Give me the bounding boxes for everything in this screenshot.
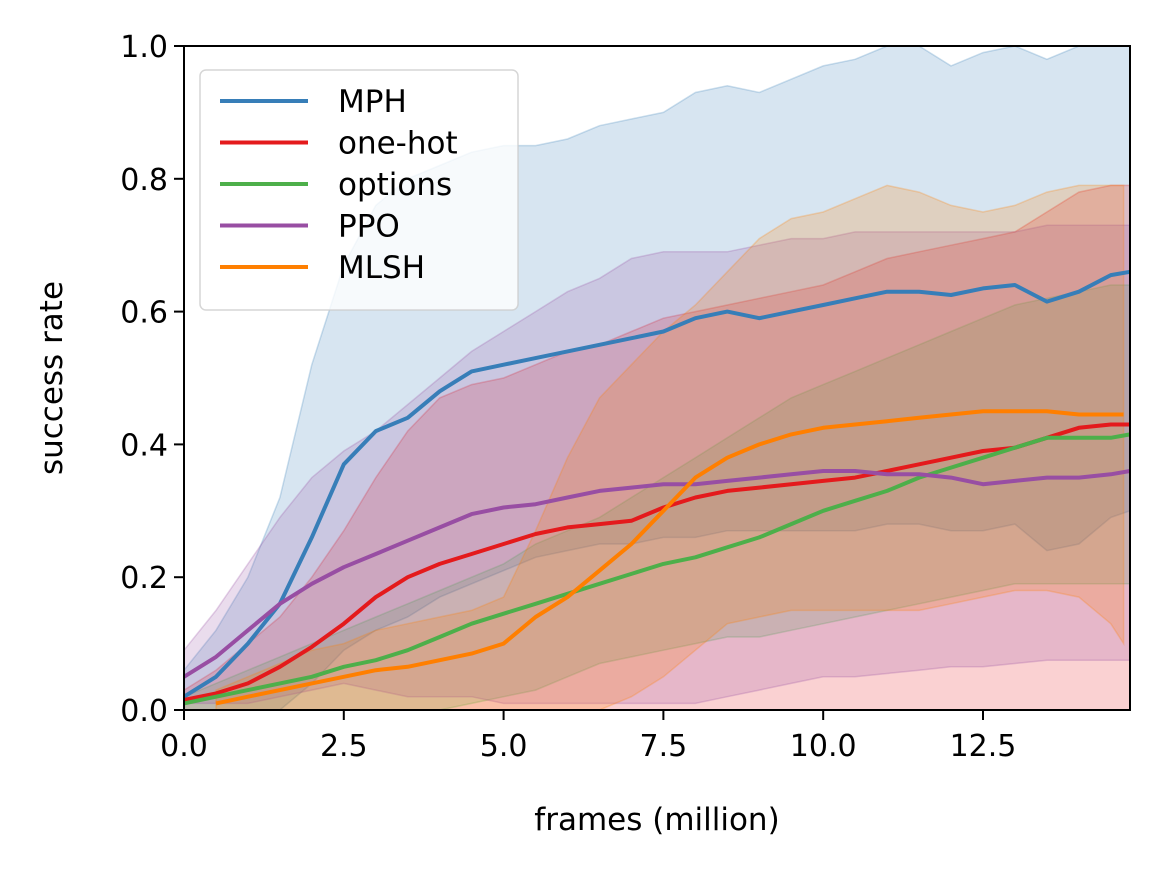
y-tick-label: 0.8 (120, 163, 168, 198)
y-axis-label: success rate (34, 281, 70, 475)
legend-label-options: options (338, 167, 452, 203)
x-tick-label: 0.0 (160, 729, 208, 764)
legend-label-ppo: PPO (338, 209, 400, 245)
legend-label-mph: MPH (338, 84, 407, 120)
x-axis-ticks: 0.0 2.5 5.0 7.5 10.0 12.5 (160, 710, 1016, 764)
y-tick-label: 0.0 (120, 694, 168, 729)
confidence-bands (183, 45, 1131, 711)
series-lines (182, 269, 1131, 706)
x-axis-label: frames (million) (534, 802, 779, 838)
x-tick-label: 12.5 (950, 729, 1017, 764)
x-tick-label: 10.0 (790, 729, 857, 764)
x-tick-label: 5.0 (480, 729, 528, 764)
legend-label-one-hot: one-hot (338, 126, 458, 162)
series-line-options (183, 432, 1131, 706)
series-line-mlsh (215, 409, 1124, 706)
plot-frame (183, 45, 1131, 711)
x-tick-label: 7.5 (640, 729, 688, 764)
y-axis-ticks: 0.0 0.2 0.4 0.6 0.8 1.0 (120, 30, 184, 729)
legend-label-mlsh: MLSH (338, 250, 425, 286)
series-line-mph (182, 269, 1131, 699)
legend: MPH one-hot options PPO MLSH (199, 69, 519, 311)
legend-box (199, 69, 519, 311)
y-tick-label: 1.0 (120, 30, 168, 65)
y-tick-label: 0.6 (120, 296, 168, 331)
y-tick-label: 0.4 (120, 428, 168, 463)
y-tick-label: 0.2 (120, 561, 168, 596)
series-line-ppo (182, 469, 1131, 679)
series-line-one-hot (183, 422, 1130, 702)
x-tick-label: 2.5 (320, 729, 368, 764)
